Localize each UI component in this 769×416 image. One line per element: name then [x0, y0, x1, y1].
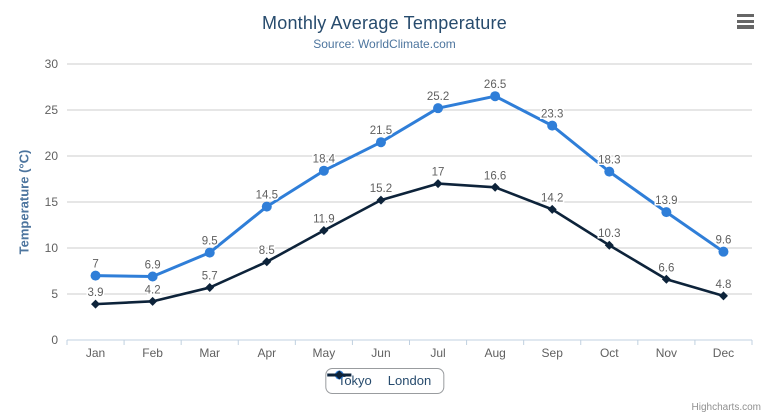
data-label: 4.2	[145, 284, 161, 296]
data-label: 16.6	[484, 170, 506, 182]
london-marker[interactable]	[433, 179, 443, 189]
data-label: 13.9	[655, 195, 677, 207]
data-label: 5.7	[202, 271, 218, 283]
data-label: 4.8	[715, 279, 731, 291]
data-label: 15.2	[370, 183, 392, 195]
highcharts-credits-link[interactable]: Highcharts.com	[691, 402, 761, 413]
data-label: 6.9	[145, 260, 161, 272]
chart-subtitle: Source: WorldClimate.com	[313, 37, 456, 51]
tokyo-marker[interactable]	[661, 207, 672, 218]
data-label: 25.2	[427, 91, 449, 103]
legend-label: London	[387, 373, 432, 388]
data-label: 10.3	[598, 228, 620, 240]
tokyo-marker[interactable]	[147, 271, 158, 282]
london-marker[interactable]	[319, 226, 329, 236]
hamburger-icon	[736, 19, 754, 23]
data-label: 6.6	[658, 262, 674, 274]
data-label: 8.5	[259, 245, 275, 257]
series-london: 3.9 4.2 5.7 8.5 11.9 15.2 17 16.6 14.2 10.3 6.6 4.8	[86, 165, 733, 309]
tokyo-marker[interactable]	[261, 201, 272, 212]
y-axis-label: 20	[45, 149, 59, 163]
x-axis-label: May	[313, 346, 336, 360]
data-label: 14.2	[541, 192, 563, 204]
x-axis-label: Mar	[199, 346, 220, 360]
london-marker[interactable]	[91, 299, 101, 309]
y-axis-label: 10	[45, 241, 59, 255]
london-marker[interactable]	[376, 195, 386, 205]
data-label: 21.5	[370, 125, 392, 137]
x-axis-label: Jun	[371, 346, 390, 360]
tokyo-line	[94, 94, 725, 279]
london-line	[94, 182, 725, 306]
london-marker[interactable]	[205, 283, 215, 293]
tokyo-marker[interactable]	[604, 166, 615, 177]
london-marker[interactable]	[661, 274, 671, 284]
data-label: 9.6	[715, 235, 731, 247]
data-label: 3.9	[88, 287, 104, 299]
chart-context-menu-button[interactable]	[732, 11, 758, 33]
london-marker[interactable]	[718, 291, 728, 301]
data-label: 7	[92, 259, 98, 271]
y-axis-label: 5	[51, 287, 58, 301]
y-axis-label: 15	[45, 195, 59, 209]
london-marker[interactable]	[547, 204, 557, 214]
data-label: 9.5	[202, 236, 218, 248]
data-label: 18.4	[313, 154, 336, 166]
london-marker[interactable]	[490, 182, 500, 192]
x-axis-label: Jan	[86, 346, 105, 360]
x-axis-label: Feb	[142, 346, 163, 360]
data-label: 26.5	[484, 79, 506, 91]
london-marker[interactable]	[604, 240, 614, 250]
data-label: 17	[432, 167, 445, 179]
london-marker[interactable]	[148, 296, 158, 306]
data-label: 14.5	[256, 190, 278, 202]
tokyo-marker[interactable]	[490, 91, 501, 102]
data-label: 11.9	[313, 214, 335, 226]
data-label: 18.3	[598, 155, 620, 167]
y-axis-label: 30	[45, 57, 59, 71]
x-axis-label: Apr	[257, 346, 276, 360]
tokyo-marker[interactable]	[433, 103, 444, 114]
x-axis-label: Dec	[713, 346, 734, 360]
tokyo-marker[interactable]	[547, 120, 558, 131]
tokyo-marker[interactable]	[204, 247, 215, 258]
london-legend-marker-icon	[326, 370, 351, 380]
tokyo-marker[interactable]	[90, 270, 101, 281]
x-axis-label: Jul	[430, 346, 445, 360]
tokyo-marker[interactable]	[718, 246, 729, 257]
series-tokyo: 7 6.9 9.5 14.5 18.4 21.5 25.2 26.5 23.3 18.3 13.9 9…	[90, 78, 733, 282]
chart-title: Monthly Average Temperature	[262, 13, 507, 33]
london-marker[interactable]	[262, 257, 272, 267]
hamburger-icon	[736, 14, 754, 18]
x-axis-label: Oct	[600, 346, 619, 360]
legend-item-london[interactable]: London	[326, 370, 432, 388]
data-label: 23.3	[541, 109, 563, 121]
y-axis-label: 0	[51, 333, 58, 347]
x-axis-label: Sep	[542, 346, 564, 360]
legend-label: Tokyo	[337, 373, 372, 388]
x-axis-label: Nov	[656, 346, 677, 360]
hamburger-icon	[736, 25, 754, 29]
tokyo-marker[interactable]	[375, 137, 386, 148]
y-axis-label: 25	[45, 103, 59, 117]
tokyo-marker[interactable]	[318, 165, 329, 176]
y-axis-title: Temperature (°C)	[16, 149, 32, 255]
x-axis-label: Aug	[484, 346, 505, 360]
legend: Tokyo London	[324, 368, 445, 394]
